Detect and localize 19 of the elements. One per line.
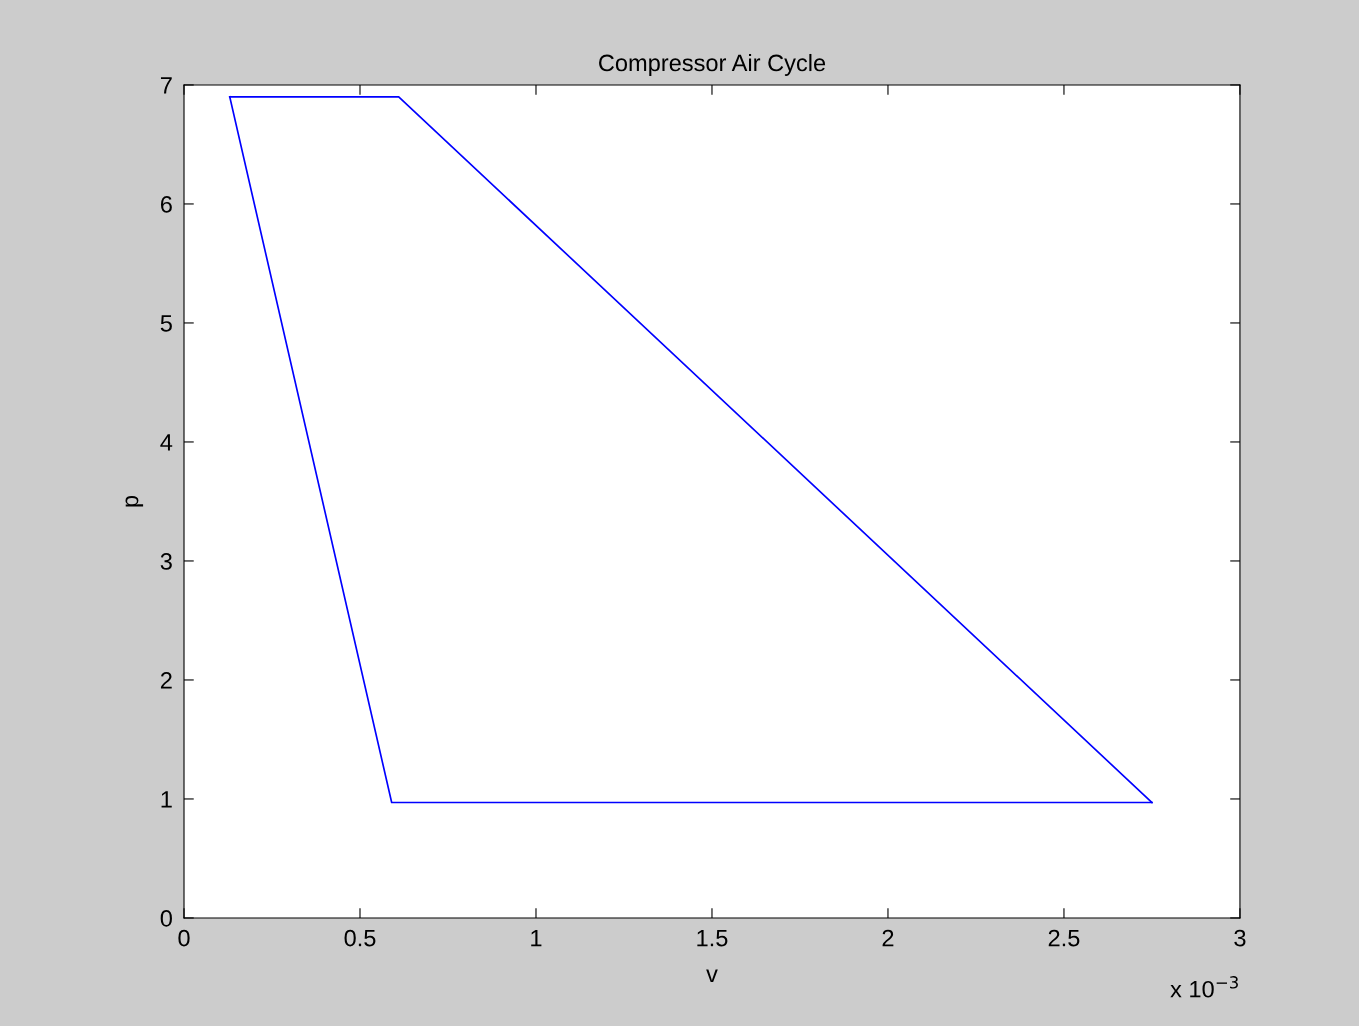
chart-title: Compressor Air Cycle — [599, 53, 826, 76]
y-tick-label: 3 — [160, 553, 172, 570]
y-tick-label: 4 — [160, 434, 173, 451]
y-tick-label: 1 — [161, 791, 172, 808]
x-tick-label: 0 — [178, 929, 190, 947]
y-tick-label: 6 — [160, 196, 172, 213]
x-tick-label: 1 — [531, 929, 542, 947]
x-tick-label: 2 — [882, 929, 894, 947]
text: x 10$^{−3}$ — [1170, 976, 1238, 998]
y-tick-label: 0 — [160, 910, 172, 927]
y-tick-label: 2 — [160, 672, 172, 689]
x-tick-label: 2.5 — [1048, 929, 1080, 947]
x-tick-label: 0.5 — [344, 929, 376, 947]
y-tick-label: 7 — [160, 77, 172, 94]
y-tick-label: 5 — [160, 315, 172, 332]
x-tick-label: 1.5 — [697, 929, 728, 947]
x-tick-label: 3 — [1234, 929, 1246, 947]
y-axis-title: p — [125, 495, 144, 507]
x-axis-title: v — [706, 969, 718, 983]
